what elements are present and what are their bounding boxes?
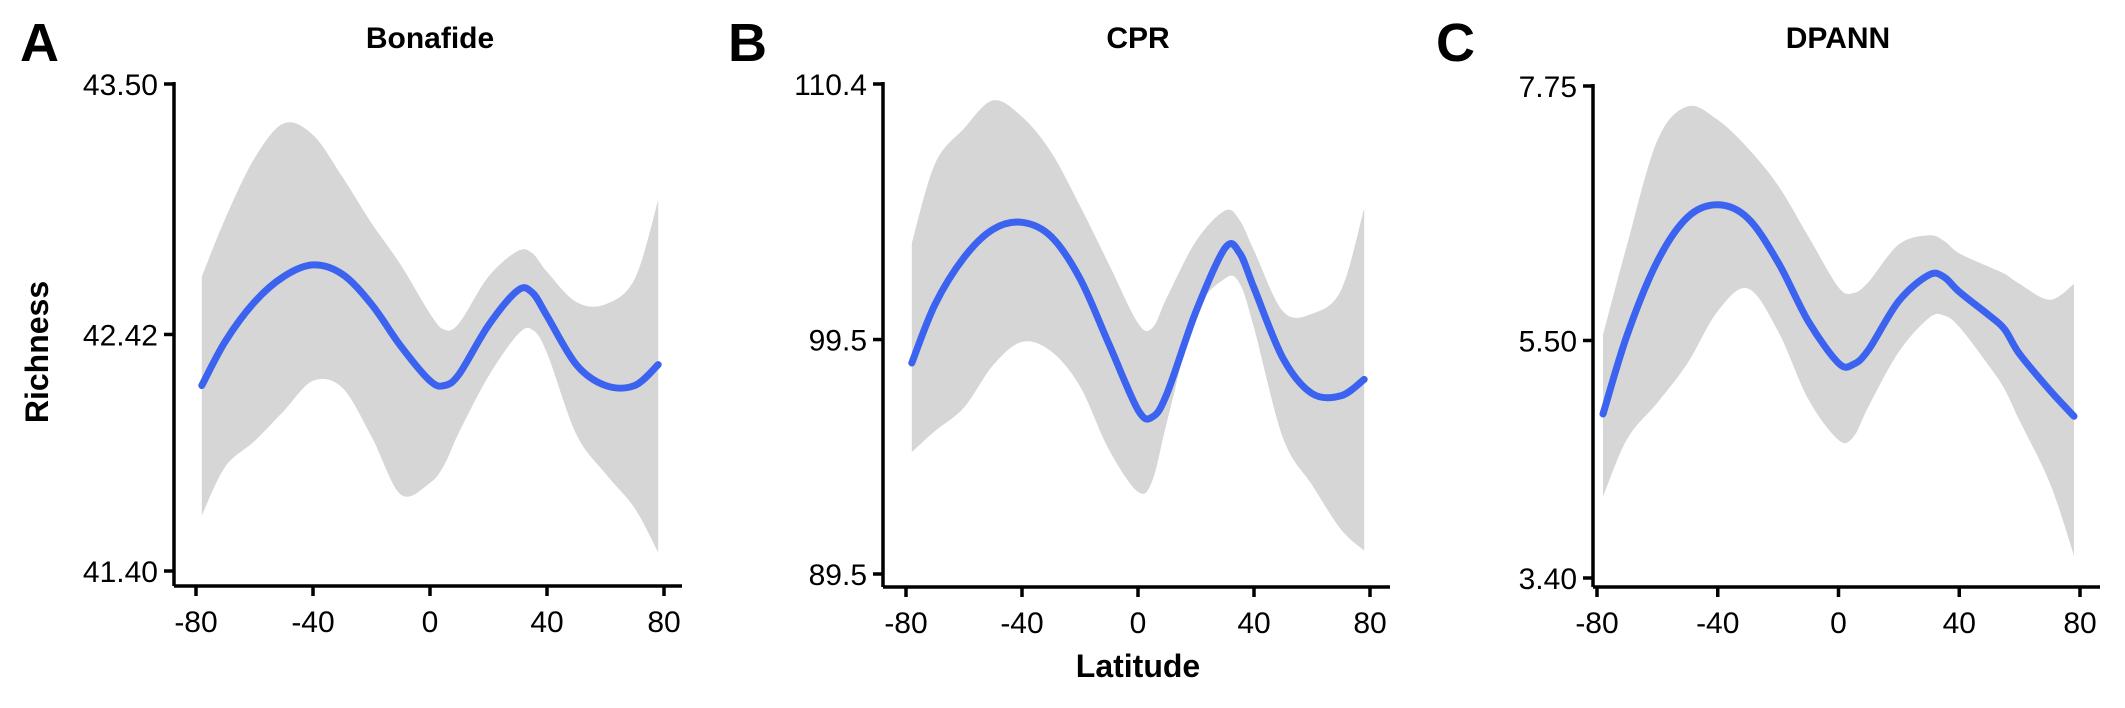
panel-letter: C <box>1436 13 1475 73</box>
x-tick-label: 80 <box>647 606 680 639</box>
y-tick-label: 43.50 <box>83 69 158 102</box>
panel-cpr: 89.5 99.5 110.4 -80 -40 0 40 80 CPR B <box>728 13 1390 640</box>
panel-letter: A <box>20 13 59 73</box>
x-tick-label: -40 <box>1696 607 1739 640</box>
x-tick-label: 40 <box>1237 607 1270 640</box>
y-tick-label: 89.5 <box>809 559 867 592</box>
x-tick-label: -80 <box>1575 607 1618 640</box>
confidence-band <box>201 122 659 553</box>
x-tick-label: -40 <box>1000 607 1043 640</box>
x-tick-label: 40 <box>1943 607 1976 640</box>
panel-letter: B <box>728 13 767 73</box>
y-tick-label: 3.40 <box>1519 563 1577 596</box>
trend-line <box>908 218 1368 423</box>
panel-bonafide: 41.40 42.42 43.50 -80 -40 0 40 80 Bonafide A <box>20 13 682 639</box>
x-tick-label: 0 <box>422 606 439 639</box>
y-tick-label: 5.50 <box>1519 325 1577 358</box>
panel-title: DPANN <box>1786 22 1890 55</box>
y-tick-label: 99.5 <box>809 325 867 358</box>
y-axis-title: Richness <box>19 281 55 423</box>
confidence-band <box>1603 105 2074 556</box>
panel-title: Bonafide <box>366 22 494 55</box>
y-tick-label: 41.40 <box>83 556 158 589</box>
panel-title: CPR <box>1106 22 1170 55</box>
x-tick-label: 80 <box>1353 607 1386 640</box>
x-tick-label: 0 <box>1130 607 1147 640</box>
y-tick-label: 42.42 <box>83 319 158 352</box>
x-tick-label: 0 <box>1830 607 1847 640</box>
x-tick-label: -80 <box>174 606 217 639</box>
chart-panels: 41.40 42.42 43.50 -80 -40 0 40 80 Bonafide A 89.5 9… <box>20 13 2100 640</box>
trend-line <box>198 261 662 392</box>
trend-line <box>1599 201 2078 420</box>
y-tick-label: 7.75 <box>1519 71 1577 104</box>
y-tick-label: 110.4 <box>794 69 867 102</box>
x-tick-label: 80 <box>2063 607 2096 640</box>
x-tick-label: -80 <box>884 607 927 640</box>
confidence-band <box>911 100 1365 551</box>
x-tick-label: 40 <box>530 606 563 639</box>
panel-dpann: 3.40 5.50 7.75 -80 -40 0 40 80 DPANN C <box>1436 13 2100 640</box>
x-axis-title: Latitude <box>1076 648 1200 684</box>
x-tick-label: -40 <box>291 606 334 639</box>
